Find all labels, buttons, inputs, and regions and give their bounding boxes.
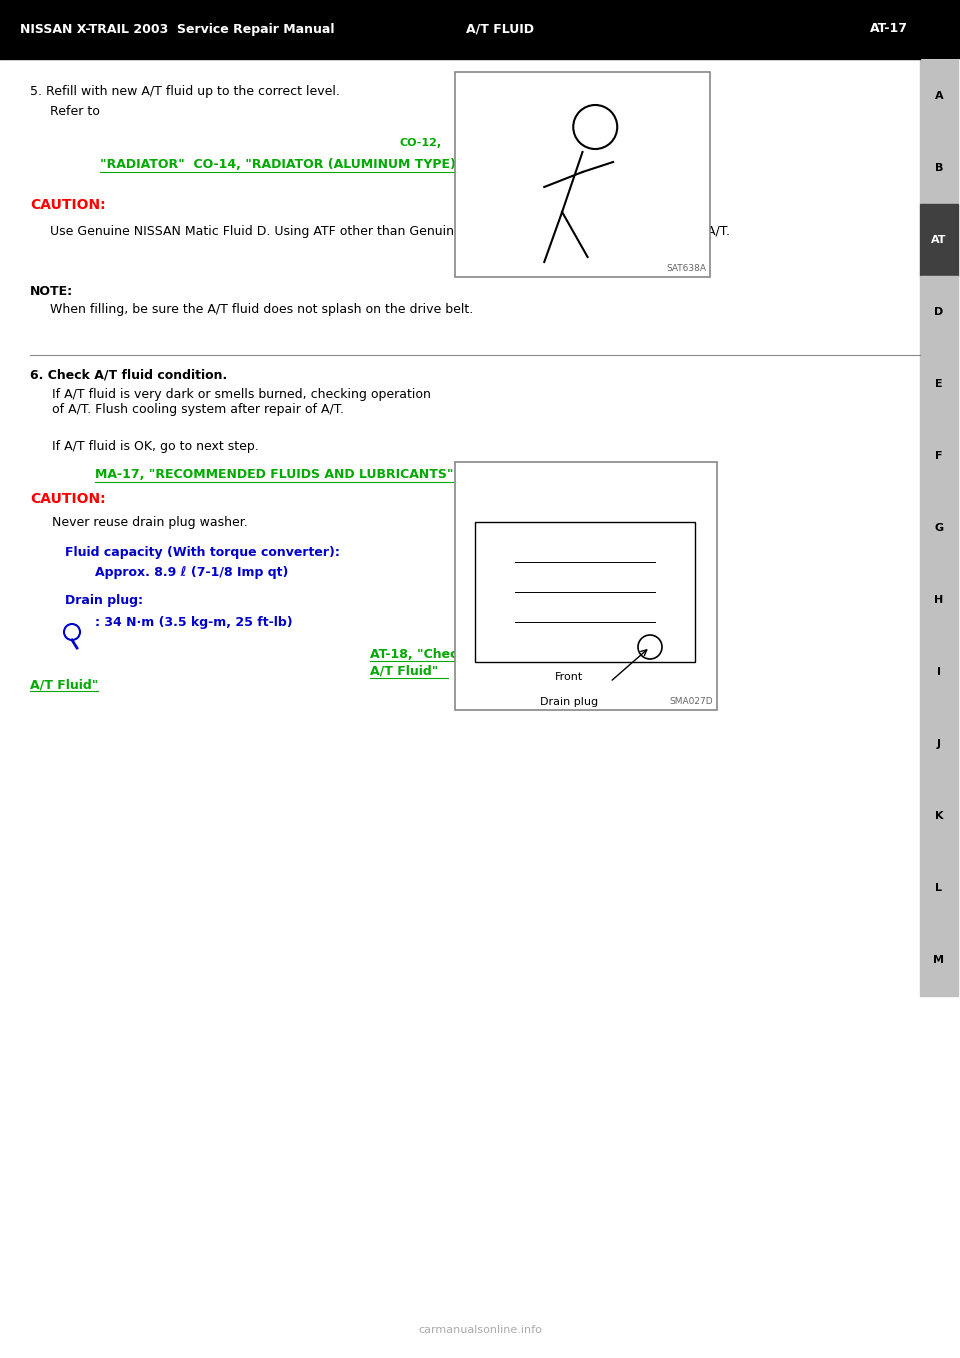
Text: L: L [935, 883, 943, 894]
Text: Drain plug:: Drain plug: [65, 593, 143, 607]
Text: 5. Refill with new A/T fluid up to the correct level.: 5. Refill with new A/T fluid up to the c… [30, 86, 340, 98]
Text: Drain plug: Drain plug [540, 697, 598, 708]
Text: Use Genuine NISSAN Matic Fluid D. Using ATF other than Genuine NISSAN Matic Flui: Use Genuine NISSAN Matic Fluid D. Using … [50, 225, 730, 238]
Bar [920, 923, 958, 995]
Text: MA-17, "RECOMMENDED FLUIDS AND LUBRICANTS": MA-17, "RECOMMENDED FLUIDS AND LUBRICANT… [95, 469, 453, 481]
Bar [0, 0, 960, 58]
Text: M: M [933, 955, 945, 966]
Text: J: J [937, 739, 941, 750]
Bar [920, 204, 958, 276]
Bar [920, 132, 958, 204]
Bar [920, 851, 958, 923]
Text: G: G [934, 523, 944, 532]
Text: NISSAN X-TRAIL 2003  Service Repair Manual: NISSAN X-TRAIL 2003 Service Repair Manua… [20, 23, 334, 35]
Text: If A/T fluid is OK, go to next step.: If A/T fluid is OK, go to next step. [52, 440, 259, 454]
Bar [920, 276, 958, 348]
Text: NOTE:: NOTE: [30, 285, 73, 297]
Text: AT-17: AT-17 [870, 23, 908, 35]
Text: Refer to: Refer to [50, 105, 100, 118]
Text: E: E [935, 379, 943, 388]
Text: Fluid capacity (With torque converter):: Fluid capacity (With torque converter): [65, 546, 340, 559]
Text: H: H [934, 595, 944, 606]
Text: 6. Check A/T fluid condition.: 6. Check A/T fluid condition. [30, 368, 228, 382]
Text: If A/T fluid is very dark or smells burned, checking operation
of A/T. Flush coo: If A/T fluid is very dark or smells burn… [52, 388, 431, 416]
Text: "RADIATOR"  CO-14, "RADIATOR (ALUMINUM TYPE)".: "RADIATOR" CO-14, "RADIATOR (ALUMINUM TY… [100, 158, 468, 171]
Text: K: K [935, 811, 944, 822]
Text: CAUTION:: CAUTION: [30, 198, 106, 212]
Bar [920, 60, 958, 132]
Text: D: D [934, 307, 944, 316]
Text: AT-18, "Checking: AT-18, "Checking [370, 648, 488, 661]
Text: Never reuse drain plug washer.: Never reuse drain plug washer. [52, 516, 248, 530]
Text: carmanualsonline.info: carmanualsonline.info [418, 1325, 542, 1335]
Bar [920, 779, 958, 851]
Text: Approx. 8.9 ℓ (7-1/8 Imp qt): Approx. 8.9 ℓ (7-1/8 Imp qt) [95, 566, 288, 579]
Bar [920, 636, 958, 708]
Text: CAUTION:: CAUTION: [30, 492, 106, 507]
Text: A/T Fluid": A/T Fluid" [30, 678, 98, 691]
Bar [920, 492, 958, 564]
Text: SMA027D: SMA027D [669, 697, 713, 706]
Text: B: B [935, 163, 943, 172]
Text: A: A [935, 91, 944, 100]
Text: When filling, be sure the A/T fluid does not splash on the drive belt.: When filling, be sure the A/T fluid does… [50, 303, 473, 316]
Text: SAT638A: SAT638A [666, 263, 706, 273]
Bar [920, 420, 958, 492]
Text: : 34 N·m (3.5 kg-m, 25 ft-lb): : 34 N·m (3.5 kg-m, 25 ft-lb) [95, 617, 293, 629]
Bar [920, 564, 958, 636]
Text: I: I [937, 667, 941, 678]
Bar [920, 708, 958, 779]
Text: AT: AT [931, 235, 947, 244]
Bar [455, 462, 717, 710]
Text: A/T Fluid": A/T Fluid" [370, 665, 439, 678]
Text: F: F [935, 451, 943, 460]
Text: CO-12,: CO-12, [400, 139, 443, 148]
Text: Front: Front [555, 672, 584, 682]
Text: A/T FLUID: A/T FLUID [466, 23, 534, 35]
Bar [455, 72, 710, 277]
Bar [920, 348, 958, 420]
